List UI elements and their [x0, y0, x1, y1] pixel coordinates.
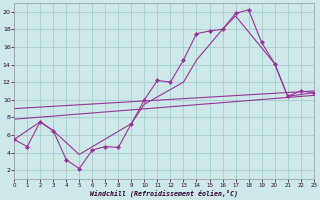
X-axis label: Windchill (Refroidissement éolien,°C): Windchill (Refroidissement éolien,°C) [90, 190, 238, 197]
